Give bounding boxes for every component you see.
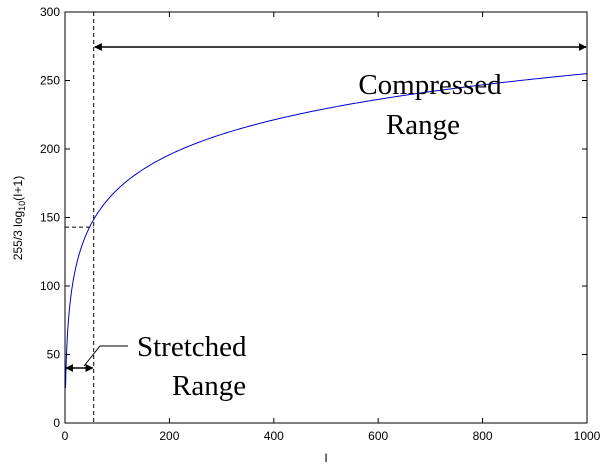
y-tick-label: 200: [40, 142, 60, 156]
compressed-label-line1: Compressed: [358, 69, 502, 101]
plot-frame: [64, 11, 588, 424]
y-axis-label-suffix: (I+1): [11, 176, 25, 201]
stretched-label-line2: Range: [172, 370, 246, 402]
x-axis-label: I: [324, 451, 327, 465]
y-tick-label: 300: [40, 5, 60, 19]
x-ticks: 0 200 400 600 800 1000: [62, 12, 601, 443]
x-tick-label: 600: [368, 429, 388, 443]
y-tick-label: 50: [47, 348, 61, 362]
y-tick-label: 150: [40, 211, 60, 225]
y-ticks: 0 50 100 150 200 250 300: [40, 5, 587, 430]
y-axis-label: 255/3 log10(I+1): [11, 176, 27, 260]
y-tick-label: 0: [53, 416, 60, 430]
x-tick-label: 200: [159, 429, 179, 443]
y-axis-label-prefix: 255/3 log: [11, 211, 25, 260]
x-tick-label: 400: [264, 429, 284, 443]
y-tick-label: 100: [40, 279, 60, 293]
stretched-label-line1: Stretched: [137, 331, 247, 363]
x-tick-label: 1000: [574, 429, 601, 443]
x-tick-label: 0: [62, 429, 69, 443]
series-line: [65, 73, 588, 388]
y-axis-label-subscript: 10: [17, 201, 27, 211]
stretched-range-leader: [83, 345, 128, 367]
x-tick-label: 800: [473, 429, 493, 443]
compressed-label-line2: Range: [386, 109, 460, 141]
y-tick-label: 250: [40, 74, 60, 88]
